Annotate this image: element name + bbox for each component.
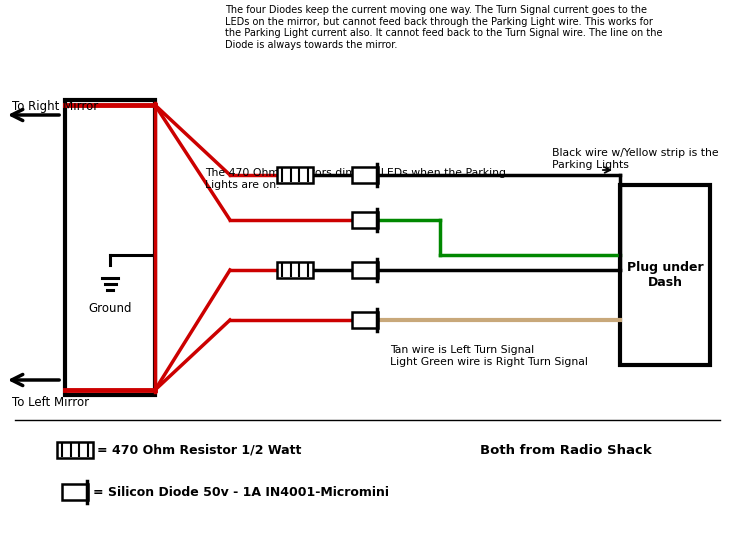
Text: The 470 Ohm Resistors dim the LEDs when the Parking
Lights are on.: The 470 Ohm Resistors dim the LEDs when …: [205, 168, 506, 189]
Bar: [352, 212, 378, 228]
Bar: [62, 484, 88, 500]
Text: = 470 Ohm Resistor 1/2 Watt: = 470 Ohm Resistor 1/2 Watt: [97, 443, 301, 457]
Bar: [277, 262, 313, 278]
Bar: [352, 262, 378, 278]
Text: Ground: Ground: [88, 302, 132, 315]
Bar: [620, 185, 710, 365]
Bar: [352, 167, 378, 183]
Bar: [65, 100, 155, 395]
Text: To Left Mirror: To Left Mirror: [12, 396, 89, 409]
Text: The four Diodes keep the current moving one way. The Turn Signal current goes to: The four Diodes keep the current moving …: [225, 5, 662, 50]
Bar: [277, 167, 313, 183]
Text: Tan wire is Left Turn Signal
Light Green wire is Right Turn Signal: Tan wire is Left Turn Signal Light Green…: [390, 345, 588, 367]
Text: Plug under
Dash: Plug under Dash: [626, 261, 704, 289]
Text: To Right Mirror: To Right Mirror: [12, 100, 98, 113]
Text: Black wire w/Yellow strip is the
Parking Lights: Black wire w/Yellow strip is the Parking…: [552, 148, 718, 169]
Bar: [57, 442, 93, 458]
Text: Both from Radio Shack: Both from Radio Shack: [480, 443, 652, 457]
Bar: [352, 312, 378, 328]
Text: = Silicon Diode 50v - 1A IN4001-Micromini: = Silicon Diode 50v - 1A IN4001-Micromin…: [93, 486, 389, 498]
